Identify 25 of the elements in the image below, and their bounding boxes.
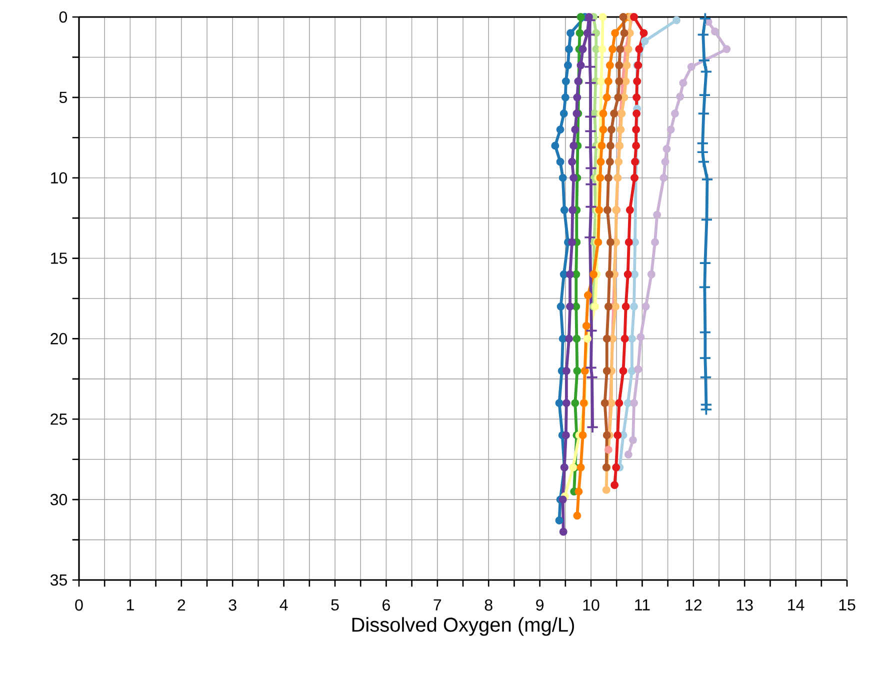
x-tick-label: 14 — [788, 599, 804, 610]
x-tick-label: 11 — [635, 599, 650, 610]
x-tick-label: 3 — [228, 599, 236, 611]
x-tick-label: 6 — [382, 599, 390, 611]
y-tick-label: 15 — [51, 252, 67, 264]
x-tick-label: 5 — [331, 599, 339, 611]
x-tick-label: 4 — [280, 599, 288, 610]
x-axis-title: Dissolved Oxygen (mg/L) — [352, 617, 574, 636]
x-tick-label: 12 — [686, 599, 702, 611]
y-tick-label: 25 — [50, 413, 67, 425]
y-tick-label: 35 — [50, 574, 67, 586]
y-tick-label: 5 — [59, 92, 67, 104]
x-tick-label: 1 — [126, 599, 134, 610]
y-tick-label: 10 — [51, 172, 68, 184]
x-tick-label: 10 — [583, 599, 600, 611]
x-tick-label: 15 — [839, 599, 856, 611]
x-tick-label: 9 — [536, 599, 544, 611]
x-tick-label: 8 — [484, 599, 492, 611]
x-tick-label: 2 — [178, 599, 186, 611]
x-tick-label: 7 — [434, 599, 442, 610]
y-tick-label: 0 — [59, 11, 68, 23]
x-tick-label: 0 — [75, 599, 83, 611]
y-tick-label: 30 — [50, 494, 68, 506]
x-tick-label: 13 — [736, 599, 753, 611]
y-tick-label: 20 — [50, 333, 68, 344]
